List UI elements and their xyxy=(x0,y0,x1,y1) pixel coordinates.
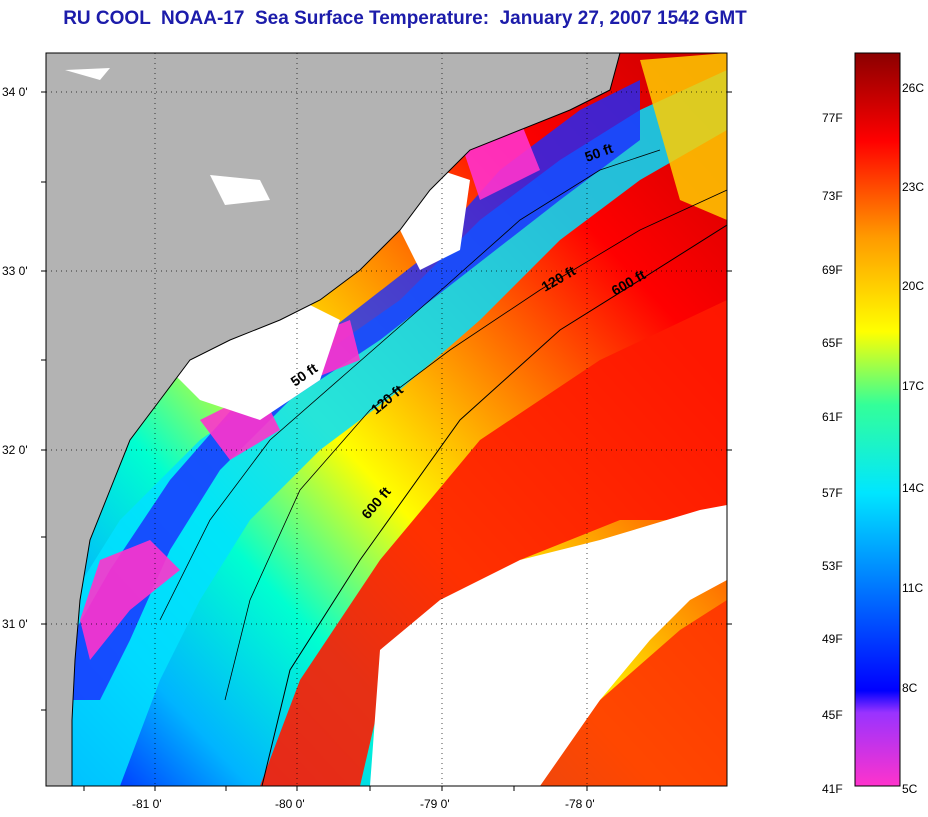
cb-c-20: 20C xyxy=(902,279,924,293)
orange-offshore xyxy=(530,600,727,786)
cb-c-8: 8C xyxy=(902,681,918,695)
cb-f-73: 73F xyxy=(822,189,843,203)
land-patch-white xyxy=(65,68,270,205)
contour-600ft xyxy=(261,224,727,786)
cb-c-5: 5C xyxy=(902,782,918,796)
cb-f-41: 41F xyxy=(822,782,843,796)
cb-f-69: 69F xyxy=(822,263,843,277)
very-cold-water xyxy=(70,80,640,700)
magenta-cold-patches xyxy=(80,120,540,660)
warm-northeast xyxy=(640,53,727,220)
land-mass xyxy=(46,53,620,786)
coastline xyxy=(71,53,621,786)
colorbar: 77F 73F 69F 65F 61F 57F 53F 49F 45F 41F … xyxy=(822,52,924,796)
lon-label-81: -81 0' xyxy=(132,797,162,811)
cb-f-65: 65F xyxy=(822,336,843,350)
grid-lines xyxy=(46,53,727,786)
cb-f-49: 49F xyxy=(822,632,843,646)
lon-label-80: -80 0' xyxy=(275,797,305,811)
lat-label-32: 32 0' xyxy=(2,443,28,457)
cold-shelf-water xyxy=(70,70,727,786)
cloud-coastal-north xyxy=(400,170,470,270)
longitude-axis: -81 0' -80 0' -79 0' -78 0' xyxy=(83,786,661,811)
colorbar-gradient xyxy=(854,52,901,787)
cb-c-11: 11C xyxy=(902,581,923,595)
lat-label-34: 34 0' xyxy=(2,85,28,99)
cb-f-61: 61F xyxy=(822,410,843,424)
map-border xyxy=(45,52,728,787)
map-area: 50 ft 120 ft 600 ft 50 ft 120 ft 600 ft xyxy=(46,53,727,786)
cb-f-57: 57F xyxy=(822,486,843,500)
cb-c-14: 14C xyxy=(902,481,924,495)
map-title: RU COOL NOAA-17 Sea Surface Temperature:… xyxy=(63,8,747,29)
cloud-coastal xyxy=(160,300,340,420)
cb-c-26: 26C xyxy=(902,81,924,95)
gulf-stream-warm xyxy=(260,300,727,786)
cloud-offshore xyxy=(370,505,727,786)
contour-120ft xyxy=(224,189,727,701)
latitude-axis: 34 0' 33 0' 32 0' 31 0' xyxy=(2,85,732,711)
lat-label-31: 31 0' xyxy=(2,617,28,631)
lon-label-78: -78 0' xyxy=(565,797,595,811)
cb-c-23: 23C xyxy=(902,180,924,194)
lat-label-33: 33 0' xyxy=(2,264,28,278)
cb-f-53: 53F xyxy=(822,559,843,573)
lon-label-79: -79 0' xyxy=(420,797,450,811)
cb-c-17: 17C xyxy=(902,379,924,393)
cb-f-77: 77F xyxy=(822,111,843,125)
cb-f-45: 45F xyxy=(822,708,843,722)
